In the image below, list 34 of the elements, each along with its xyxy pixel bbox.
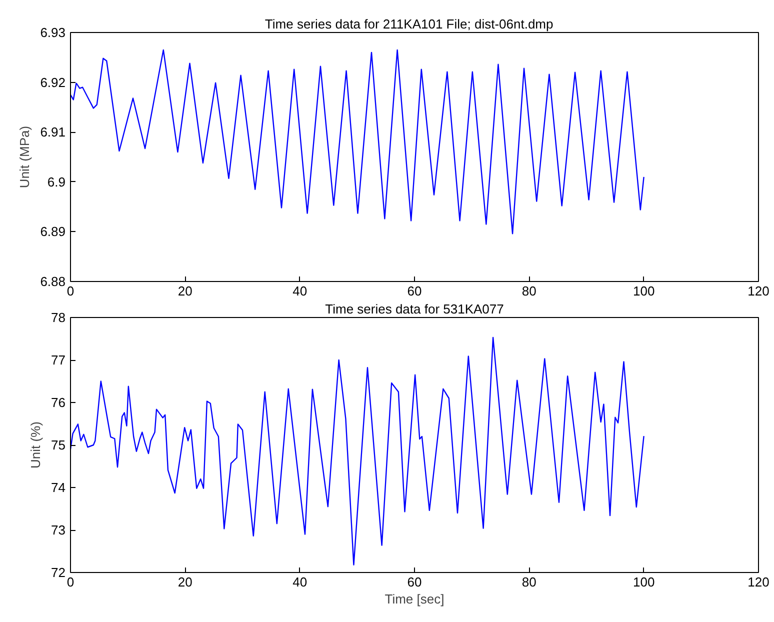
x-tick-label: 60 (407, 284, 422, 298)
line-series (70, 336, 644, 566)
y-axis-title: Unit (MPa) (17, 126, 32, 188)
line-series (70, 49, 644, 234)
y-tick-label: 75 (51, 438, 66, 452)
x-tick-label: 60 (407, 574, 422, 590)
y-tick-label: 6.9 (47, 174, 66, 190)
x-tick-label: 0 (66, 284, 74, 298)
y-tick-label: 6.92 (40, 74, 66, 90)
chart-title: Time series data for 531KA077 (325, 302, 504, 316)
y-tick-label: 6.91 (40, 124, 66, 140)
x-tick-label: 40 (292, 574, 308, 590)
y-tick-label: 6.88 (40, 274, 66, 289)
x-tick-label: 100 (632, 574, 655, 590)
x-tick-label: 120 (748, 284, 770, 298)
y-tick-label: 76 (51, 395, 66, 410)
y-tick-label: 78 (51, 310, 66, 325)
x-tick-label: 0 (66, 574, 74, 590)
y-axis-title: Unit (%) (28, 422, 44, 468)
x-tick-label: 120 (748, 574, 770, 590)
x-tick-label: 20 (178, 574, 192, 590)
x-tick-label: 80 (522, 574, 536, 590)
x-axis-title: Time [sec] (384, 592, 444, 606)
x-tick-label: 100 (632, 284, 655, 298)
x-tick-label: 80 (522, 284, 536, 298)
y-tick-label: 74 (51, 480, 66, 495)
y-tick-label: 77 (51, 352, 66, 368)
y-tick-label: 6.93 (40, 25, 66, 40)
y-tick-label: 73 (51, 522, 66, 538)
y-tick-label: 6.89 (40, 224, 66, 240)
y-tick-label: 72 (51, 565, 66, 580)
x-tick-label: 20 (178, 284, 192, 298)
chart-title: Time series data for 211KA101 File; dist-06nt.dmp (264, 16, 554, 32)
x-tick-label: 40 (292, 284, 308, 298)
